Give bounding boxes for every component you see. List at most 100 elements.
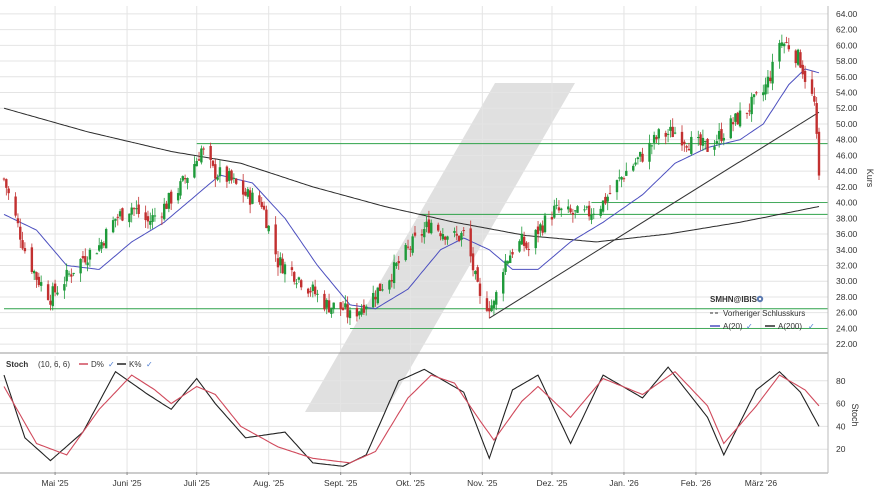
check-icon[interactable]: ✓ — [146, 360, 153, 369]
candle-body — [81, 256, 85, 259]
candle-body — [437, 224, 440, 231]
candle-body — [557, 207, 561, 211]
candle-body — [209, 145, 212, 161]
candle-body — [355, 307, 359, 317]
candle-body — [599, 208, 602, 216]
candle-body — [195, 160, 198, 167]
check-icon[interactable]: ✓ — [746, 322, 753, 331]
candle-body — [95, 253, 99, 255]
candle-body — [153, 215, 157, 217]
candle-body — [100, 242, 103, 249]
candle-body — [745, 112, 749, 114]
x-tick-label: Juli '25 — [184, 478, 210, 488]
candle-body — [671, 126, 674, 138]
candle-body — [332, 302, 335, 310]
candle-body — [815, 103, 818, 134]
candle-body — [327, 300, 331, 313]
candle-body — [636, 157, 640, 160]
candle-body — [539, 224, 542, 231]
candle-body — [569, 208, 572, 213]
candle-body — [697, 137, 700, 139]
candle-body — [406, 246, 410, 248]
candle-body — [135, 208, 138, 210]
candle-body — [522, 236, 526, 246]
candle-body — [585, 206, 589, 208]
y-tick-label: 48.00 — [836, 135, 858, 145]
candle-body — [16, 218, 20, 224]
candle-body — [752, 94, 756, 98]
candle-body — [151, 215, 154, 222]
candle-body — [21, 240, 24, 249]
candle-body — [19, 226, 22, 240]
candle-body — [202, 148, 205, 150]
check-icon[interactable]: ✓ — [808, 322, 815, 331]
candle-body — [346, 304, 349, 318]
y-tick-label: 44.00 — [836, 166, 858, 176]
candle-body — [121, 208, 124, 221]
candle-body — [657, 129, 660, 139]
check-icon[interactable]: ✓ — [108, 360, 115, 369]
candle-body — [632, 165, 635, 171]
candle-body — [490, 305, 493, 312]
candle-body — [706, 138, 709, 152]
candle-body — [650, 145, 654, 147]
candle-body — [267, 225, 270, 232]
candle-body — [348, 310, 352, 319]
y-tick-label: 36.00 — [836, 229, 858, 239]
candle-body — [323, 293, 326, 310]
candle-body — [397, 261, 400, 264]
candle-body — [200, 148, 203, 163]
stoch-axis-title: Stoch — [850, 403, 860, 426]
candle-body — [339, 302, 342, 310]
stoch-tick-label: 80 — [836, 376, 846, 386]
candle-body — [592, 213, 595, 215]
y-tick-label: 64.00 — [836, 9, 858, 19]
candle-body — [766, 76, 770, 88]
candle-body — [511, 251, 514, 255]
candle-body — [427, 219, 431, 233]
candle-body — [550, 217, 554, 220]
candle-body — [111, 220, 115, 233]
y-tick-label: 42.00 — [836, 182, 858, 192]
candle-body — [228, 171, 231, 181]
candle-body — [300, 280, 303, 288]
candle-body — [163, 203, 166, 220]
candle-body — [620, 177, 623, 180]
candle-body — [230, 170, 233, 181]
candle-body — [193, 164, 196, 178]
y-tick-label: 58.00 — [836, 56, 858, 66]
candle-body — [130, 207, 133, 215]
candle-body — [460, 232, 463, 240]
candle-body — [583, 209, 586, 211]
candle-body — [476, 267, 479, 282]
candle-body — [717, 130, 721, 140]
candle-body — [248, 190, 252, 205]
candle-body — [413, 232, 417, 236]
stoch-d-label: D% — [91, 360, 104, 369]
candle-body — [316, 293, 319, 295]
indicator-lines — [3, 68, 820, 319]
candle-body — [803, 70, 807, 82]
gear-icon[interactable] — [756, 295, 764, 303]
candle-body — [573, 210, 577, 212]
candle-body — [149, 221, 152, 225]
candle-body — [49, 300, 52, 305]
candle-body — [785, 42, 788, 44]
candle-body — [787, 45, 791, 50]
candle-body — [365, 306, 368, 310]
candle-body — [734, 113, 737, 122]
candle-body — [601, 200, 605, 212]
candle-body — [246, 189, 250, 197]
trendline — [489, 111, 820, 319]
y-tick-label: 46.00 — [836, 150, 858, 160]
y-tick-label: 30.00 — [836, 276, 858, 286]
candle-body — [453, 230, 456, 233]
candle-body — [495, 292, 498, 305]
candle-body — [502, 272, 505, 294]
candle-body — [755, 92, 758, 94]
legend: SMHN@IBIS Vorheriger Schlusskurs A(20) ✓… — [710, 295, 815, 331]
candle-body — [443, 236, 447, 240]
y-axis-title: Kurs — [865, 169, 875, 188]
candle-body — [392, 262, 396, 284]
y-tick-label: 54.00 — [836, 88, 858, 98]
